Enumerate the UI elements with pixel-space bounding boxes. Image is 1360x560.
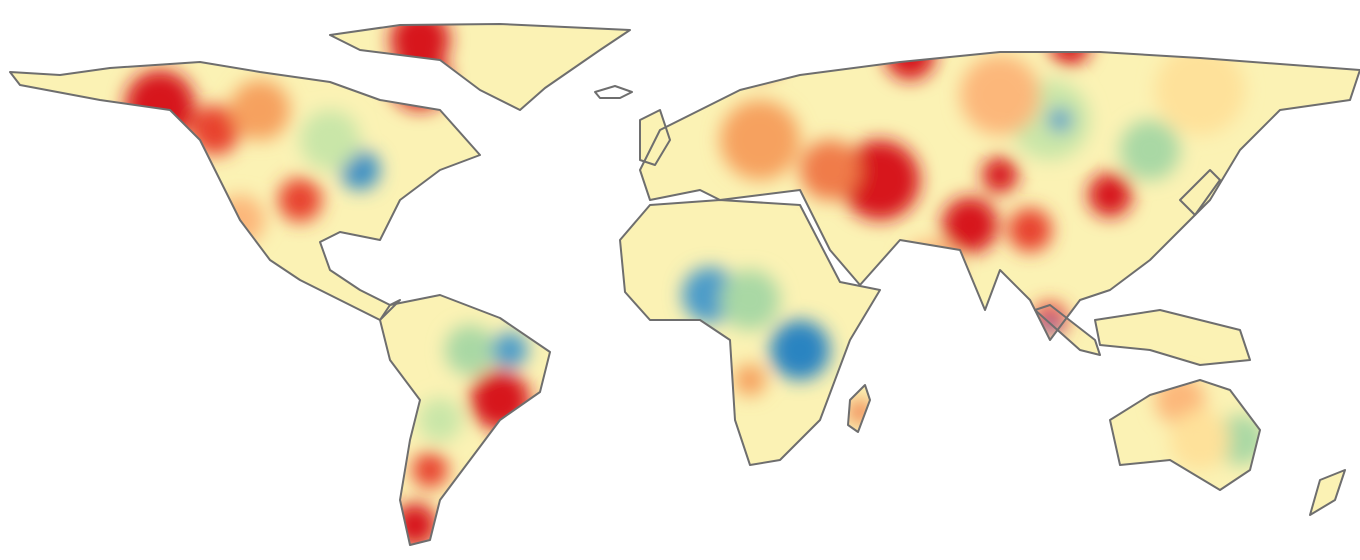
iceland (594, 85, 633, 99)
north-america (9, 61, 481, 321)
japan (1179, 169, 1221, 216)
coastlines (9, 23, 1360, 546)
eurasia (639, 51, 1360, 341)
madagascar (847, 384, 871, 433)
british-isles (639, 109, 671, 166)
sumatra (1034, 304, 1101, 356)
greenland (329, 23, 631, 111)
africa (619, 199, 881, 466)
indonesia (1094, 309, 1251, 366)
new-zealand (1309, 469, 1346, 516)
australia (1109, 379, 1261, 491)
south-america (379, 294, 551, 546)
